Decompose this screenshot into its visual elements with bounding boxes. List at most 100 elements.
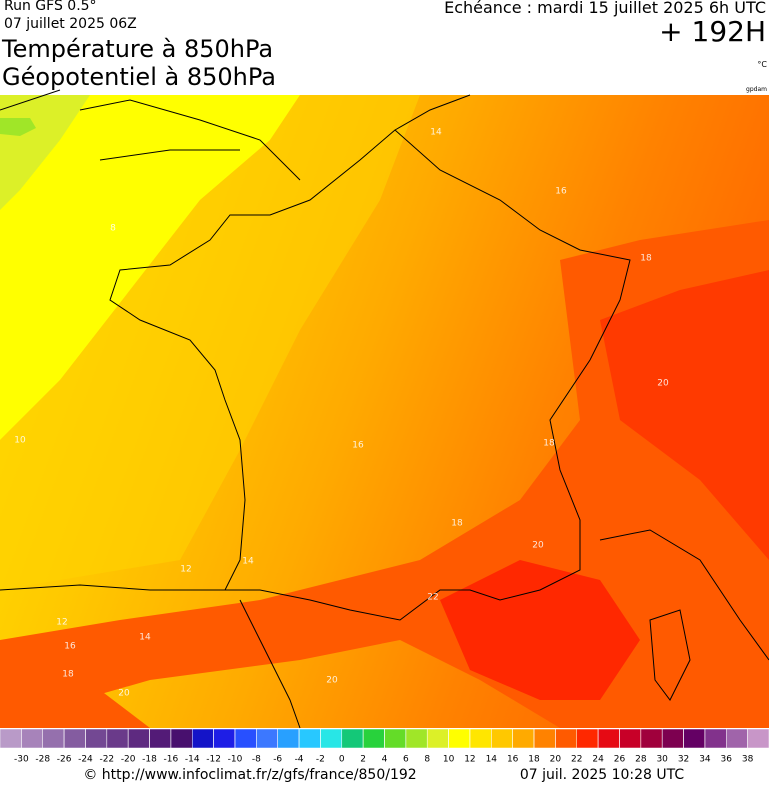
colorbar-box: [63, 728, 86, 749]
run-label: Run GFS 0.5°: [4, 0, 97, 14]
colorbar-tick-label: 8: [424, 755, 430, 765]
colorbar-box: [277, 728, 300, 749]
contour-label: 14: [139, 633, 151, 643]
colorbar-box: [683, 728, 706, 749]
field-darkred-south: [440, 560, 640, 700]
colorbar-tick-label: -22: [99, 755, 114, 765]
colorbar-box: [0, 728, 22, 749]
contour-label: 16: [555, 187, 567, 197]
colorbar-tick-label: 6: [403, 755, 409, 765]
colorbar-tick-label: 28: [635, 755, 647, 765]
colorbar-box: [234, 728, 257, 749]
field-red-sw: [0, 660, 150, 728]
colorbar-tick-label: 32: [678, 755, 689, 765]
colorbar-tick-label: 34: [699, 755, 711, 765]
colorbar-box: [106, 728, 129, 749]
colorbar-tick-label: -20: [121, 755, 136, 765]
france-outline: [109, 94, 631, 621]
contour-label: 8: [110, 224, 116, 234]
colorbar-box: [576, 728, 599, 749]
colorbar-box: [426, 728, 449, 749]
field-green: [0, 118, 36, 136]
colorbar-tick-label: -24: [78, 755, 93, 765]
contour-label: 20: [326, 676, 338, 686]
valid-time: Echéance : mardi 15 juillet 2025 6h UTC: [444, 0, 766, 17]
source-credit: © http://www.infoclimat.fr/z/gfs/france/…: [83, 767, 416, 783]
contour-label: 20: [532, 541, 544, 551]
colorbar-box: [491, 728, 513, 749]
contour-label: 18: [543, 439, 555, 449]
contour-label: 12: [56, 618, 67, 628]
italy-corsica-coast: [599, 529, 769, 701]
uk-coast: [0, 89, 301, 181]
map-field: [0, 95, 769, 728]
colorbar-tick-label: -8: [252, 755, 261, 765]
colorbar-tick-label: 38: [742, 755, 754, 765]
contour-label: 18: [640, 254, 652, 264]
colorbar-tick-label: -6: [273, 755, 282, 765]
colorbar-box: [704, 728, 727, 749]
colorbar-tick-label: 14: [486, 755, 498, 765]
colorbar-box: [512, 728, 535, 749]
lead-time: + 192H: [659, 15, 766, 48]
colorbar-tick-label: -10: [228, 755, 243, 765]
colorbar-tick-label: -30: [14, 755, 29, 765]
colorbar-box: [170, 728, 193, 749]
colorbar-box: [726, 728, 748, 749]
contour-label: 18: [62, 670, 74, 680]
colorbar-box: [320, 728, 343, 749]
colorbar-box: [213, 728, 236, 749]
contour-label: 20: [657, 379, 669, 389]
contour-label: 12: [180, 565, 191, 575]
colorbar-tick-label: -2: [316, 755, 325, 765]
field-yellow: [0, 95, 300, 440]
colorbar-box: [21, 728, 43, 749]
colorbar-box: [42, 728, 65, 749]
contour-label: 16: [64, 642, 76, 652]
colorbar-tick-label: 12: [464, 755, 475, 765]
colorbar-box: [405, 728, 428, 749]
field-darkred-east: [600, 270, 769, 560]
run-date: 07 juillet 2025 06Z: [4, 16, 137, 32]
colorbar-tick-label: 26: [614, 755, 626, 765]
colorbar-tick-label: -18: [142, 755, 157, 765]
colorbar-tick-label: 0: [339, 755, 345, 765]
coastlines: [0, 89, 769, 729]
colorbar-box: [192, 728, 214, 749]
contour-label: 14: [430, 128, 442, 138]
colorbar-box: [384, 728, 407, 749]
iberia-coast: [0, 584, 301, 729]
colorbar-box: [298, 728, 321, 749]
colorbar-tick-label: 16: [507, 755, 519, 765]
colorbar-tick-label: 2: [360, 755, 366, 765]
colorbar-tick-label: 10: [443, 755, 455, 765]
colorbar-tick-label: 4: [382, 755, 388, 765]
colorbar-box: [149, 728, 172, 749]
colorbar-box: [661, 728, 684, 749]
contour-unit: gpdam: [746, 86, 767, 93]
colorbar-box: [448, 728, 471, 749]
colorbar-tick-label: 18: [528, 755, 540, 765]
unit-label: °C: [757, 60, 767, 69]
colorbar-tick-label: 22: [571, 755, 582, 765]
colorbar-box: [256, 728, 278, 749]
colorbar-tick-label: -12: [206, 755, 221, 765]
field-gold: [0, 95, 420, 590]
colorbar-box: [533, 728, 556, 749]
title-line2: Géopotentiel à 850hPa: [2, 63, 276, 91]
contour-label: 10: [14, 436, 26, 446]
contour-label: 22: [427, 593, 438, 603]
colorbar-box: [640, 728, 663, 749]
colorbar-tick-label: 36: [721, 755, 733, 765]
title-line1: Température à 850hPa: [2, 35, 274, 63]
contour-label: 18: [451, 519, 463, 529]
colorbar-tick-label: 20: [550, 755, 562, 765]
generated-time: 07 juil. 2025 10:28 UTC: [520, 767, 685, 783]
colorbar-tick-label: -16: [164, 755, 179, 765]
colorbar-box: [85, 728, 108, 749]
contour-labels: 14 16 18 8 20 18 10 16 18 20 12 14 12 14 16 18 20 20 22: [14, 128, 669, 699]
contour-label: 14: [242, 557, 254, 567]
colorbar-box: [362, 728, 385, 749]
